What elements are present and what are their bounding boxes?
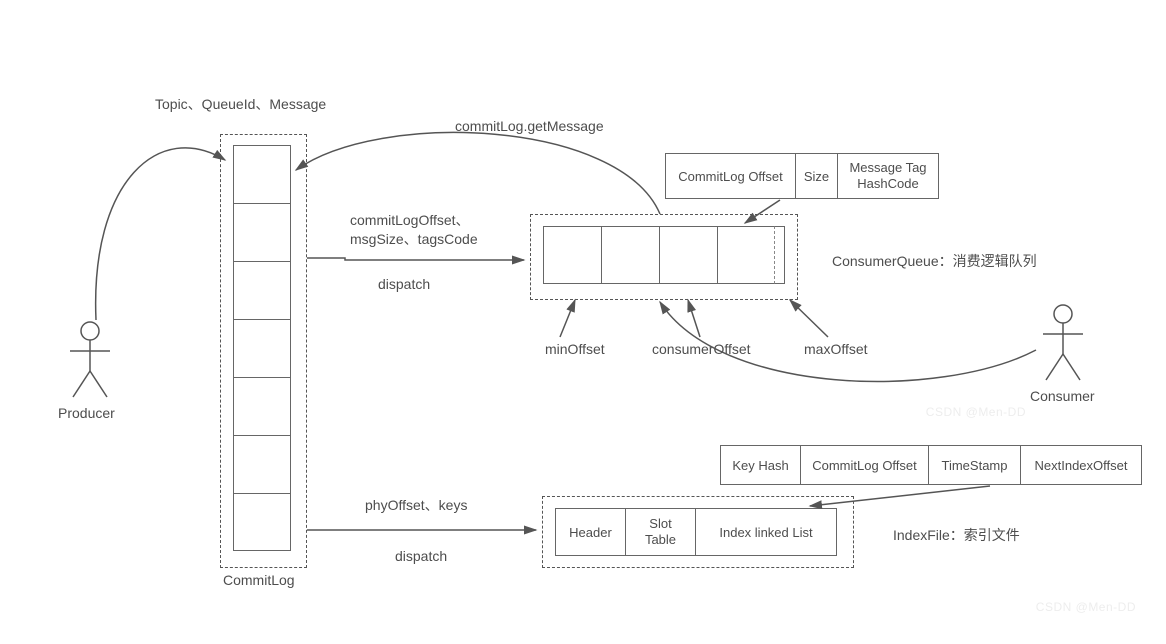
label-dispatch1-l1: commitLogOffset、 (350, 210, 470, 230)
cq-cell (543, 226, 601, 284)
label-dispatch2-l1: phyOffset、keys (365, 495, 467, 515)
commitlog-label: CommitLog (223, 572, 295, 588)
commitlog-column (233, 145, 291, 551)
label-dispatch1-l2: msgSize、tagsCode (350, 229, 478, 249)
commitlog-cell (233, 493, 291, 551)
label-maxoffset: maxOffset (804, 341, 868, 357)
cq-cell (601, 226, 659, 284)
indexfile-col-linked: Index linked List (696, 509, 836, 555)
commitlog-cell (233, 145, 291, 203)
index-col-offset: CommitLog Offset (801, 446, 929, 484)
cq-col-size: Size (796, 154, 838, 198)
index-col-keyhash: Key Hash (721, 446, 801, 484)
label-commitlog-getmsg: commitLog.getMessage (455, 118, 604, 134)
label-dispatch1: dispatch (378, 276, 430, 292)
cq-row (543, 226, 785, 284)
index-header-table: Key Hash CommitLog Offset TimeStamp Next… (720, 445, 1142, 485)
producer-label: Producer (58, 405, 115, 421)
cq-cell (717, 226, 775, 284)
commitlog-cell (233, 377, 291, 435)
label-topic-queue-msg: Topic、QueueId、Message (155, 94, 326, 114)
commitlog-cell (233, 203, 291, 261)
index-col-next: NextIndexOffset (1021, 446, 1141, 484)
producer-actor (65, 319, 115, 414)
cq-col-offset: CommitLog Offset (666, 154, 796, 198)
label-minoffset: minOffset (545, 341, 605, 357)
watermark-text-2: CSDN @Men-DD (1036, 600, 1136, 614)
consumer-label: Consumer (1030, 388, 1095, 404)
cq-cell (659, 226, 717, 284)
indexfile-col-header: Header (556, 509, 626, 555)
indexfile-box: Header Slot Table Index linked List (555, 508, 837, 556)
consumer-actor (1038, 302, 1088, 397)
commitlog-cell (233, 435, 291, 493)
cq-col-hash: Message Tag HashCode (838, 154, 938, 198)
index-col-ts: TimeStamp (929, 446, 1021, 484)
cq-header-table: CommitLog Offset Size Message Tag HashCo… (665, 153, 939, 199)
commitlog-cell (233, 319, 291, 377)
indexfile-col-slot: Slot Table (626, 509, 696, 555)
watermark-text-1: CSDN @Men-DD (926, 405, 1026, 419)
label-indexfile-desc: IndexFile：索引文件 (893, 525, 1020, 545)
label-cq-desc: ConsumerQueue：消费逻辑队列 (832, 251, 1037, 271)
commitlog-cell (233, 261, 291, 319)
label-consumeroffset: consumerOffset (652, 341, 751, 357)
label-dispatch2: dispatch (395, 548, 447, 564)
